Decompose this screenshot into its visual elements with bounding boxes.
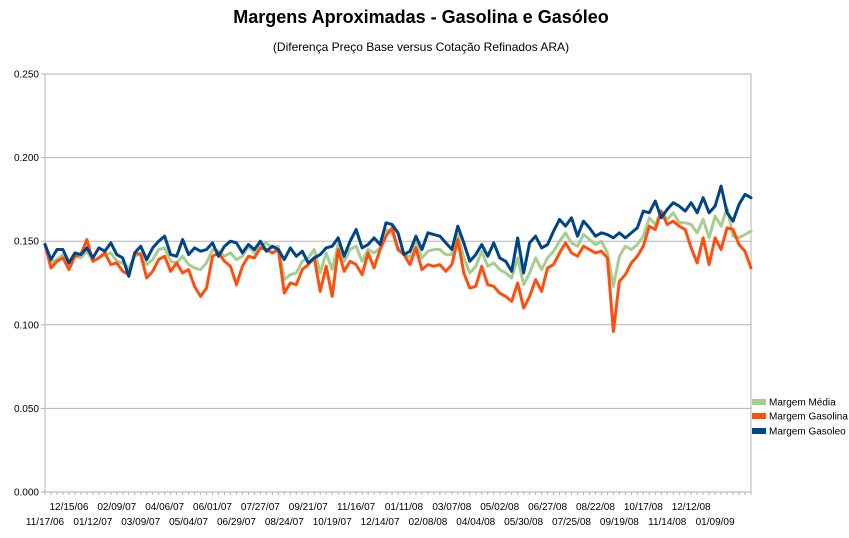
x-tick-label: 05/30/08: [504, 517, 543, 528]
x-tick-label: 03/09/07: [121, 517, 160, 528]
chart-subtitle: (Diferença Preço Base versus Cotação Ref…: [273, 40, 569, 54]
x-tick-label: 11/14/08: [648, 517, 687, 528]
y-tick-label: 0.100: [14, 320, 39, 331]
x-tick-label: 01/11/08: [385, 502, 424, 513]
x-tick-label: 12/15/06: [49, 502, 88, 513]
x-tick-label: 08/22/08: [576, 502, 615, 513]
chart-title: Margens Aproximadas - Gasolina e Gasóleo: [233, 7, 608, 27]
x-tick-label: 04/06/07: [145, 502, 184, 513]
gridlines: [45, 73, 751, 493]
x-tick-label: 02/08/08: [408, 517, 447, 528]
legend-swatch: [752, 399, 766, 405]
x-tick-label: 05/02/08: [480, 502, 519, 513]
legend-label: Margem Média: [769, 398, 836, 409]
x-tick-label: 07/27/07: [241, 502, 280, 513]
legend: Margem Média Margem Gasolina Margem Gasole…: [752, 398, 848, 438]
legend-label: Margem Gasolina: [769, 412, 848, 423]
x-tick-label: 06/29/07: [217, 517, 256, 528]
legend-swatch: [752, 428, 766, 434]
x-tick-label: 10/17/08: [624, 502, 663, 513]
x-tick-label: 10/19/07: [313, 517, 352, 528]
x-tick-label: 07/25/08: [552, 517, 591, 528]
axes: 0.000 0.050 0.100 0.150 0.200 0.250 12/15/06 02…: [14, 70, 752, 528]
x-tick-label: 04/04/08: [456, 517, 495, 528]
x-tick-label: 03/07/08: [432, 502, 471, 513]
legend-swatch: [752, 413, 766, 419]
x-tick-label: 02/09/07: [97, 502, 136, 513]
x-tick-label: 09/19/08: [600, 517, 639, 528]
legend-label: Margem Gasoleo: [769, 427, 846, 438]
y-tick-label: 0.000: [14, 488, 39, 499]
x-tick-label: 11/16/07: [337, 502, 376, 513]
y-tick-label: 0.050: [14, 404, 39, 415]
x-tick-label: 06/27/08: [528, 502, 567, 513]
series-line-margem-gasolina: [43, 209, 753, 333]
x-tick-label: 05/04/07: [169, 517, 208, 528]
y-tick-label: 0.150: [14, 237, 39, 248]
y-tick-label: 0.200: [14, 153, 39, 164]
x-tick-label: 08/24/07: [265, 517, 304, 528]
x-tick-label: 06/01/07: [193, 502, 232, 513]
x-tick-label: 11/17/06: [26, 517, 65, 528]
x-tick-label: 09/21/07: [289, 502, 328, 513]
x-tick-label: 01/12/07: [73, 517, 112, 528]
x-tick-label: 12/12/08: [672, 502, 711, 513]
series-line-margem-gasoleo: [43, 184, 753, 278]
x-tick-label: 01/09/09: [696, 517, 735, 528]
series-lines: [43, 184, 753, 333]
y-tick-label: 0.250: [14, 70, 39, 81]
x-tick-label: 12/14/07: [361, 517, 400, 528]
